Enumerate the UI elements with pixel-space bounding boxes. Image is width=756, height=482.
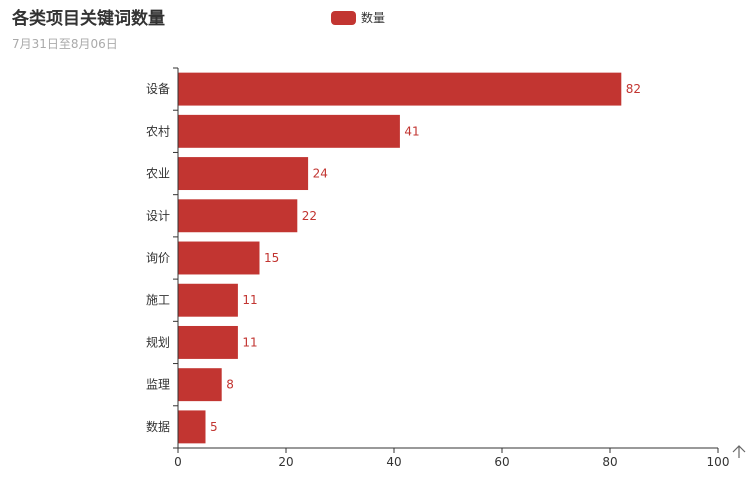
y-category-label: 农业: [146, 167, 170, 181]
bar-value-label: 11: [242, 335, 257, 349]
legend-item-count[interactable]: 数量: [331, 11, 385, 25]
y-category-label: 数据: [146, 419, 170, 434]
y-category-label: 设备: [146, 82, 170, 96]
bar-4[interactable]: [178, 241, 260, 275]
bar-5[interactable]: [178, 283, 238, 317]
chart-title: 各类项目关键词数量: [12, 9, 165, 29]
chart-subtitle: 7月31日至8月06日: [12, 37, 118, 51]
bar-value-label: 8: [226, 378, 234, 392]
legend-swatch: [331, 11, 356, 25]
bar-value-label: 11: [242, 293, 257, 307]
bar-7[interactable]: [178, 368, 222, 402]
bar-value-label: 15: [264, 251, 279, 265]
x-tick-label: 100: [707, 455, 730, 469]
legend-label: 数量: [361, 11, 386, 25]
x-tick-label: 0: [174, 455, 182, 469]
bar-2[interactable]: [178, 157, 309, 191]
bar-1[interactable]: [178, 114, 400, 148]
bar-value-label: 82: [626, 82, 641, 96]
x-tick-label: 20: [278, 455, 293, 469]
arrow-up-icon[interactable]: [732, 445, 746, 458]
bar-8[interactable]: [178, 410, 206, 444]
bar-value-label: 5: [210, 420, 218, 434]
y-category-label: 规划: [146, 334, 170, 349]
x-tick-label: 80: [602, 455, 617, 469]
bar-value-label: 24: [313, 167, 328, 181]
bar-0[interactable]: [178, 72, 622, 106]
x-tick-label: 40: [386, 455, 401, 469]
bar-value-label: 22: [302, 209, 317, 223]
y-category-label: 施工: [146, 293, 170, 307]
y-category-label: 设计: [146, 209, 170, 223]
y-category-label: 监理: [146, 378, 170, 392]
y-category-label: 询价: [146, 251, 170, 265]
y-category-label: 农村: [146, 124, 170, 138]
x-tick-label: 60: [494, 455, 509, 469]
bar-value-label: 41: [404, 124, 419, 138]
bar-3[interactable]: [178, 199, 298, 233]
bar-6[interactable]: [178, 325, 238, 359]
